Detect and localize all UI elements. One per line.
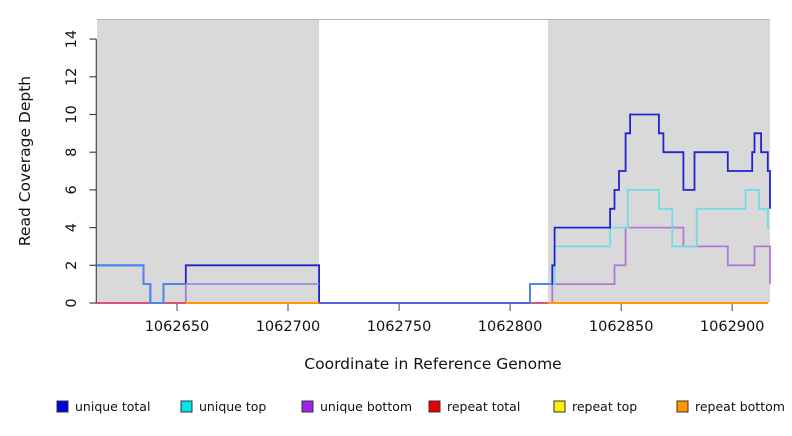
x-tick-label: 1062900	[700, 319, 765, 335]
y-tick-label: 2	[64, 261, 80, 270]
x-tick-label: 1062850	[589, 319, 654, 335]
legend-swatch-unique-top	[180, 400, 193, 413]
right-gray-region	[547, 19, 770, 303]
y-tick-label: 8	[64, 148, 80, 157]
legend-label: repeat top	[572, 399, 637, 414]
y-tick-label: 4	[64, 223, 80, 232]
y-tick-label: 6	[64, 185, 80, 194]
blue-cyan-overlap-rise	[529, 283, 553, 303]
x-tick-label: 1062700	[256, 319, 321, 335]
y-tick-label: 0	[64, 298, 80, 307]
y-tick-label: 10	[64, 105, 80, 123]
legend-swatch-unique-bottom	[301, 400, 314, 413]
legend-swatch-repeat-total	[428, 400, 441, 413]
x-tick-label: 1062800	[478, 319, 543, 335]
blue-cyan-overlap-left	[97, 264, 186, 304]
series-line-unique-total	[97, 113, 771, 304]
legend-label: repeat bottom	[695, 399, 785, 414]
x-tick-label: 1062750	[367, 319, 432, 335]
y-tick-label: 14	[64, 30, 80, 48]
legend-label: repeat total	[447, 399, 520, 414]
legend-label: unique top	[199, 399, 266, 414]
y-axis-label: Read Coverage Depth	[16, 76, 34, 246]
legend-swatch-repeat-top	[553, 400, 566, 413]
legend-label: unique total	[75, 399, 150, 414]
left-gray-region	[97, 19, 320, 303]
x-axis-label: Coordinate in Reference Genome	[304, 355, 561, 373]
legend-swatch-repeat-bottom	[676, 400, 689, 413]
legend-label: unique bottom	[320, 399, 412, 414]
legend-swatch-unique-total	[56, 400, 69, 413]
x-tick-label: 1062650	[145, 319, 210, 335]
y-tick-label: 12	[64, 68, 80, 86]
